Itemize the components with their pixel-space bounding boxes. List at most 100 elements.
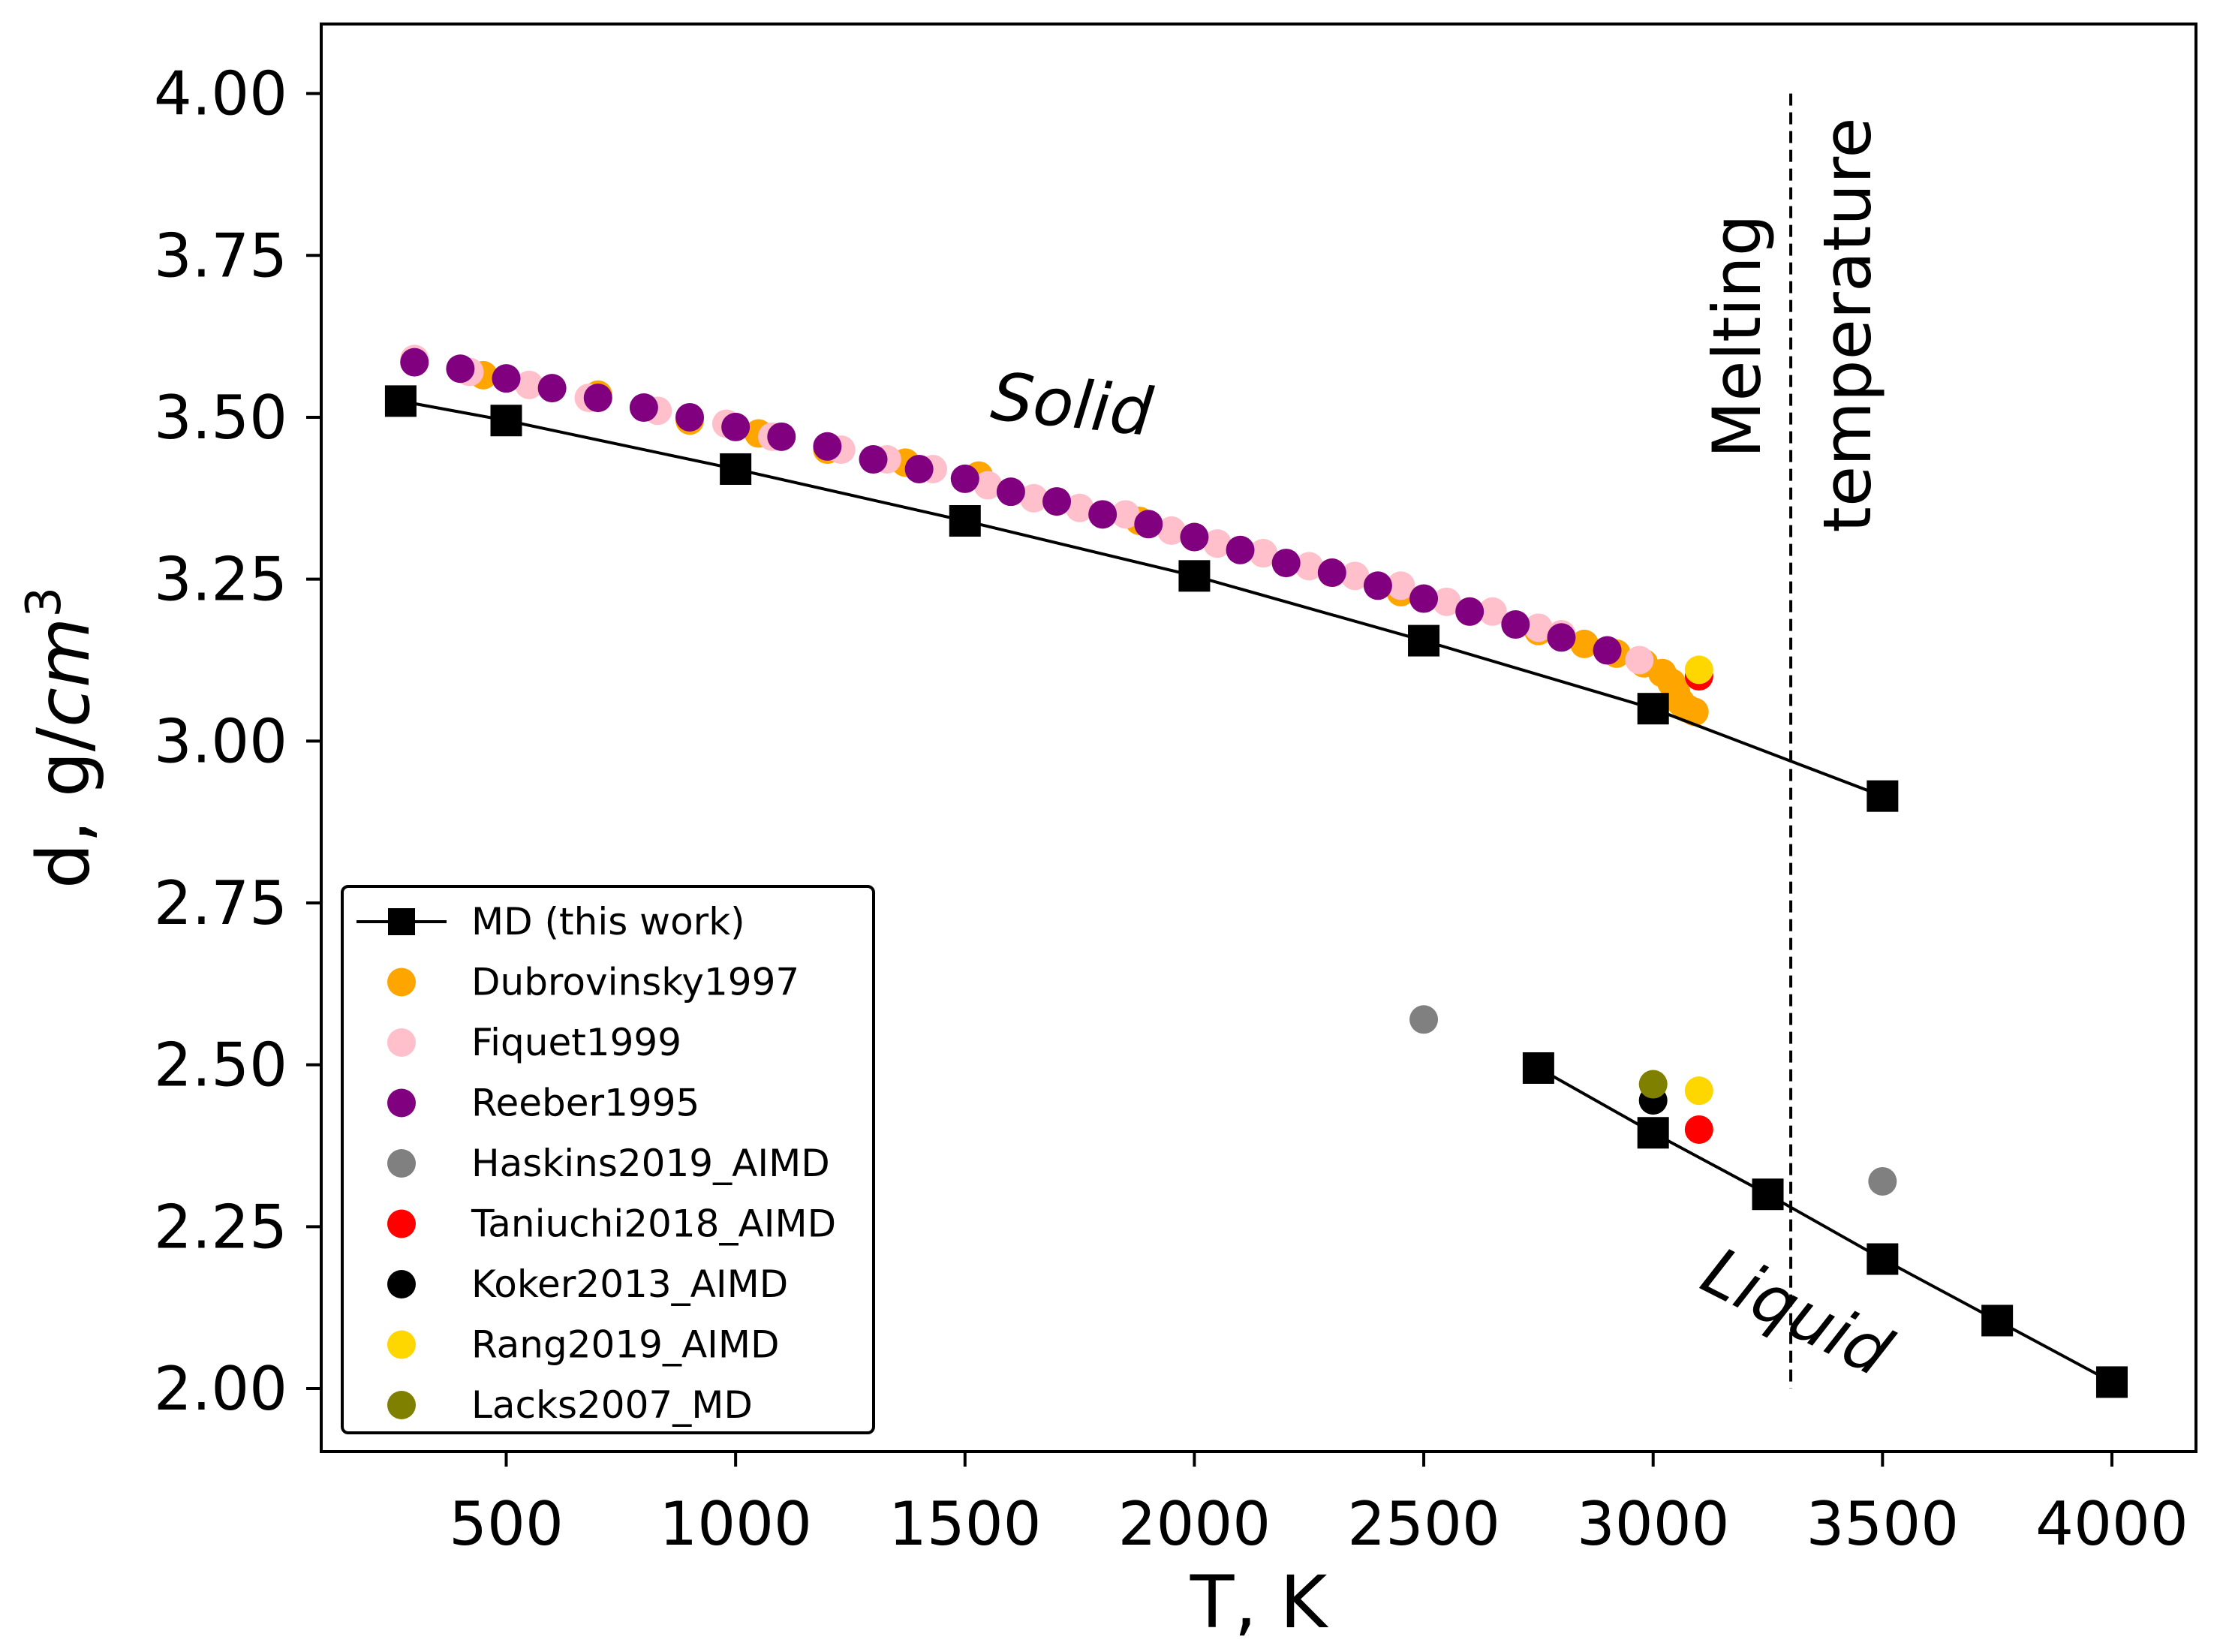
point-reeber1995 — [1042, 487, 1072, 516]
point-reeber1995 — [1501, 610, 1530, 639]
md-square-point — [2095, 1366, 2128, 1398]
annotation-solid: Solid — [988, 357, 1157, 451]
point-fiquet1999 — [1524, 613, 1553, 642]
legend-marker-reeber1995 — [387, 1088, 416, 1118]
point-rang2019-aimd — [1684, 1076, 1713, 1106]
x-tick-label: 1000 — [659, 1489, 812, 1559]
point-reeber1995 — [1134, 510, 1163, 539]
point-dubrovinsky1997 — [1570, 629, 1599, 658]
md-square-point — [1752, 1178, 1784, 1211]
point-reeber1995 — [400, 348, 429, 377]
legend-box — [341, 885, 875, 1434]
legend-marker-koker2013-aimd — [387, 1270, 416, 1298]
point-reeber1995 — [904, 454, 934, 483]
point-fiquet1999 — [1386, 571, 1415, 600]
y-tick-label: 3.25 — [154, 545, 287, 615]
x-tick-label: 3500 — [1806, 1489, 1960, 1559]
legend-marker-taniuchi2018-aimd — [387, 1209, 416, 1238]
point-reeber1995 — [1455, 597, 1485, 626]
point-taniuchi2018-aimd — [1684, 1115, 1713, 1144]
y-tick-label: 3.00 — [154, 706, 287, 776]
point-fiquet1999 — [1295, 552, 1324, 581]
point-reeber1995 — [996, 477, 1025, 507]
legend-label-fiquet1999: Fiquet1999 — [471, 1021, 681, 1064]
point-fiquet1999 — [1625, 645, 1654, 675]
point-reeber1995 — [492, 364, 521, 393]
point-reeber1995 — [1547, 623, 1576, 652]
point-fiquet1999 — [1111, 500, 1140, 529]
legend-label-rang2019-aimd: Rang2019_AIMD — [471, 1323, 780, 1367]
point-reeber1995 — [767, 422, 796, 451]
legend-label-haskins2019-aimd: Haskins2019_AIMD — [471, 1142, 830, 1185]
y-tick-label: 3.50 — [154, 383, 287, 453]
point-fiquet1999 — [973, 471, 1003, 500]
y-tick-label: 3.75 — [154, 221, 287, 290]
y-tick-label: 2.00 — [154, 1354, 287, 1424]
legend: MD (this work) Dubrovinsky1997 Fiquet1999 R… — [341, 885, 875, 1434]
point-rang2019-aimd — [1684, 655, 1713, 685]
point-fiquet1999 — [1202, 529, 1232, 558]
md-square-point — [720, 453, 752, 485]
y-axis-label: d, g/cm3 — [17, 587, 106, 889]
legend-items: MD (this work) Dubrovinsky1997 Fiquet1999 R… — [356, 900, 836, 1427]
point-reeber1995 — [1317, 558, 1346, 588]
annotation-temperature: temperature — [1809, 117, 1886, 532]
md-square-point — [1178, 560, 1211, 592]
legend-label-dubrovinsky1997: Dubrovinsky1997 — [471, 961, 799, 1004]
x-tick-label: 4000 — [2035, 1489, 2188, 1559]
point-fiquet1999 — [1340, 561, 1370, 591]
md-square-point — [949, 504, 981, 537]
legend-label-reeber1995: Reeber1995 — [471, 1082, 699, 1125]
point-lacks2007-md — [1638, 1070, 1668, 1099]
point-reeber1995 — [446, 354, 475, 384]
legend-marker-fiquet1999 — [387, 1028, 416, 1057]
md-line-2 — [1537, 1067, 2113, 1384]
point-reeber1995 — [813, 432, 842, 461]
y-tick-label: 2.50 — [154, 1031, 287, 1100]
point-fiquet1999 — [1157, 516, 1186, 545]
legend-label-taniuchi2018-aimd: Taniuchi2018_AIMD — [471, 1202, 836, 1246]
point-reeber1995 — [1271, 549, 1301, 578]
md-square-point — [490, 405, 522, 437]
point-dubrovinsky1997 — [1680, 697, 1709, 727]
point-reeber1995 — [1363, 571, 1392, 600]
md-square-point — [384, 385, 417, 417]
point-fiquet1999 — [1065, 493, 1094, 522]
point-reeber1995 — [1226, 535, 1255, 564]
x-tick-label: 1500 — [889, 1489, 1042, 1559]
y-axis-label-unit: cm — [22, 618, 106, 727]
annotation-melting: Melting — [1698, 214, 1776, 458]
legend-square-marker — [388, 908, 415, 935]
md-square-point — [1867, 780, 1899, 812]
y-tick-label: 2.75 — [154, 868, 287, 938]
x-tick-label: 3000 — [1577, 1489, 1730, 1559]
point-fiquet1999 — [1019, 483, 1048, 513]
legend-marker-lacks2007-md — [387, 1391, 416, 1419]
point-reeber1995 — [1088, 500, 1118, 529]
point-fiquet1999 — [515, 370, 544, 399]
legend-label-lacks2007-md: Lacks2007_MD — [471, 1383, 753, 1427]
md-line-1 — [400, 399, 1884, 798]
axis-ticks: 500 1000 1500 2000 2500 3000 3500 4000 2.00 2.25 2… — [154, 59, 2188, 1559]
point-reeber1995 — [1409, 584, 1439, 613]
legend-label-koker2013-aimd: Koker2013_AIMD — [471, 1262, 788, 1306]
point-reeber1995 — [537, 374, 567, 403]
point-haskins2019-aimd — [1409, 1005, 1439, 1034]
md-square-point — [1867, 1243, 1899, 1275]
point-reeber1995 — [1180, 522, 1209, 552]
legend-marker-haskins2019-aimd — [387, 1149, 416, 1178]
point-fiquet1999 — [1249, 539, 1278, 568]
md-square-point — [1408, 624, 1440, 657]
y-axis-label-main: d, g/ — [22, 727, 106, 889]
legend-marker-rang2019-aimd — [387, 1330, 416, 1359]
chart-marks-front — [384, 385, 2128, 1398]
y-axis-label-exponent: 3 — [17, 587, 72, 618]
md-square-point — [1981, 1304, 2014, 1337]
point-reeber1995 — [859, 445, 888, 474]
point-reeber1995 — [583, 384, 612, 413]
x-tick-label: 2500 — [1347, 1489, 1500, 1559]
point-reeber1995 — [950, 464, 979, 493]
legend-marker-dubrovinsky1997 — [387, 967, 416, 997]
x-axis-label: T, K — [1190, 1560, 1329, 1644]
